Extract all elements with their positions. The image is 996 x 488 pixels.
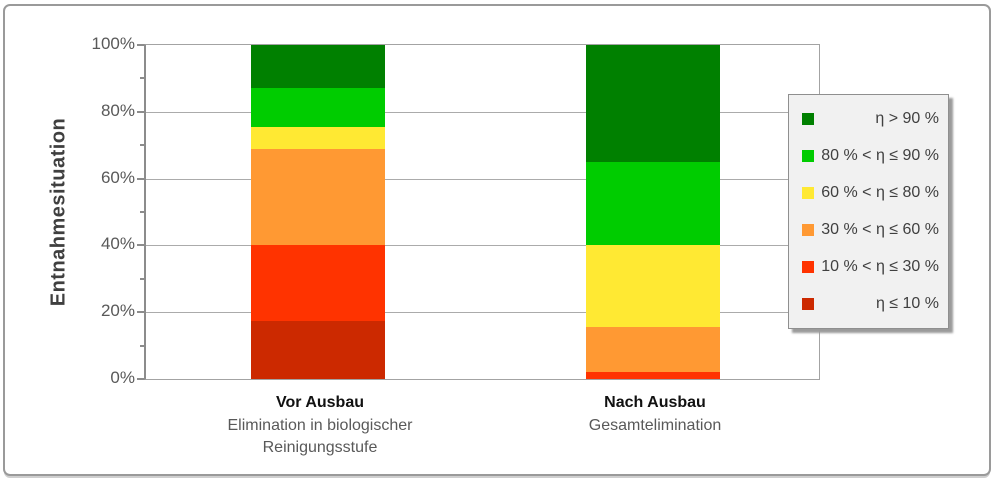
bar-segment	[251, 88, 385, 127]
legend-swatch	[802, 223, 814, 236]
y-tick-label: 100%	[91, 34, 135, 53]
legend-label: 80 % < η ≤ 90 %	[821, 147, 939, 165]
x-category-title: Vor Ausbau	[275, 394, 364, 411]
bar-segment	[251, 320, 385, 379]
legend: η > 90 % 80 % < η ≤ 90 % 60 % < η ≤ 80 % 30…	[788, 94, 949, 329]
y-axis-tick	[137, 311, 144, 314]
x-category-title: Nach Ausbau	[604, 394, 706, 411]
y-axis-tick	[137, 110, 144, 113]
x-category-label: Vor Ausbau Elimination in biologischer Rei…	[150, 391, 490, 459]
y-axis-tick	[137, 177, 144, 180]
x-category-subtitle: Elimination in biologischer	[227, 417, 413, 434]
legend-swatch	[802, 187, 814, 200]
gridline	[146, 178, 819, 180]
stacked-bar	[251, 45, 385, 379]
y-axis-minor-tick	[140, 277, 144, 280]
y-axis-tick	[137, 44, 144, 46]
legend-label: η > 90 %	[875, 110, 939, 128]
legend-label: 60 % < η ≤ 80 %	[821, 184, 939, 202]
bar-segment	[251, 148, 385, 246]
legend-swatch	[802, 150, 814, 163]
y-axis-minor-tick	[140, 344, 144, 347]
legend-item: 80 % < η ≤ 90 %	[802, 147, 939, 165]
y-tick-label: 60%	[100, 167, 135, 187]
y-axis-tick	[137, 244, 144, 247]
legend-item: η > 90 %	[802, 110, 939, 128]
legend-swatch	[802, 297, 814, 310]
legend-item: 30 % < η ≤ 60 %	[802, 221, 939, 239]
gridline	[146, 245, 819, 247]
y-axis-minor-tick	[140, 77, 144, 80]
y-tick-label: 40%	[100, 234, 135, 254]
x-category-label: Nach Ausbau Gesamtelimination	[485, 391, 825, 437]
y-axis-minor-tick	[140, 211, 144, 213]
bar-segment	[251, 126, 385, 149]
bar-segment	[586, 327, 720, 373]
legend-label: 30 % < η ≤ 60 %	[821, 220, 939, 238]
y-axis-title: Entnahmesituation	[47, 117, 70, 307]
y-tick-label: 80%	[100, 100, 135, 120]
legend-item: 60 % < η ≤ 80 %	[802, 184, 939, 202]
legend-item: 10 % < η ≤ 30 %	[802, 258, 939, 276]
y-axis-tick	[137, 378, 144, 380]
legend-swatch	[802, 113, 814, 126]
legend-label: η ≤ 10 %	[875, 294, 939, 312]
bar-segment	[586, 372, 720, 379]
gridline	[146, 111, 819, 113]
legend-item: η ≤ 10 %	[802, 295, 939, 313]
bar-segment	[251, 45, 385, 89]
stacked-bar	[586, 45, 720, 379]
y-tick-label: 0%	[110, 368, 135, 387]
y-tick-label: 20%	[100, 301, 135, 321]
plot-area	[144, 44, 820, 380]
legend-swatch	[802, 260, 814, 273]
bar-segment	[251, 245, 385, 321]
bar-segment	[586, 45, 720, 162]
bar-segment	[586, 245, 720, 328]
legend-label: 10 % < η ≤ 30 %	[821, 257, 939, 275]
x-category-subtitle: Reinigungsstufe	[262, 439, 378, 456]
chart-frame: Entnahmesituation 0% 20% 40% 60% 80% 100% Vor…	[3, 4, 991, 476]
bar-segment	[586, 161, 720, 246]
x-category-subtitle: Gesamtelimination	[588, 417, 722, 434]
gridline	[146, 312, 819, 314]
y-axis-minor-tick	[140, 144, 144, 147]
